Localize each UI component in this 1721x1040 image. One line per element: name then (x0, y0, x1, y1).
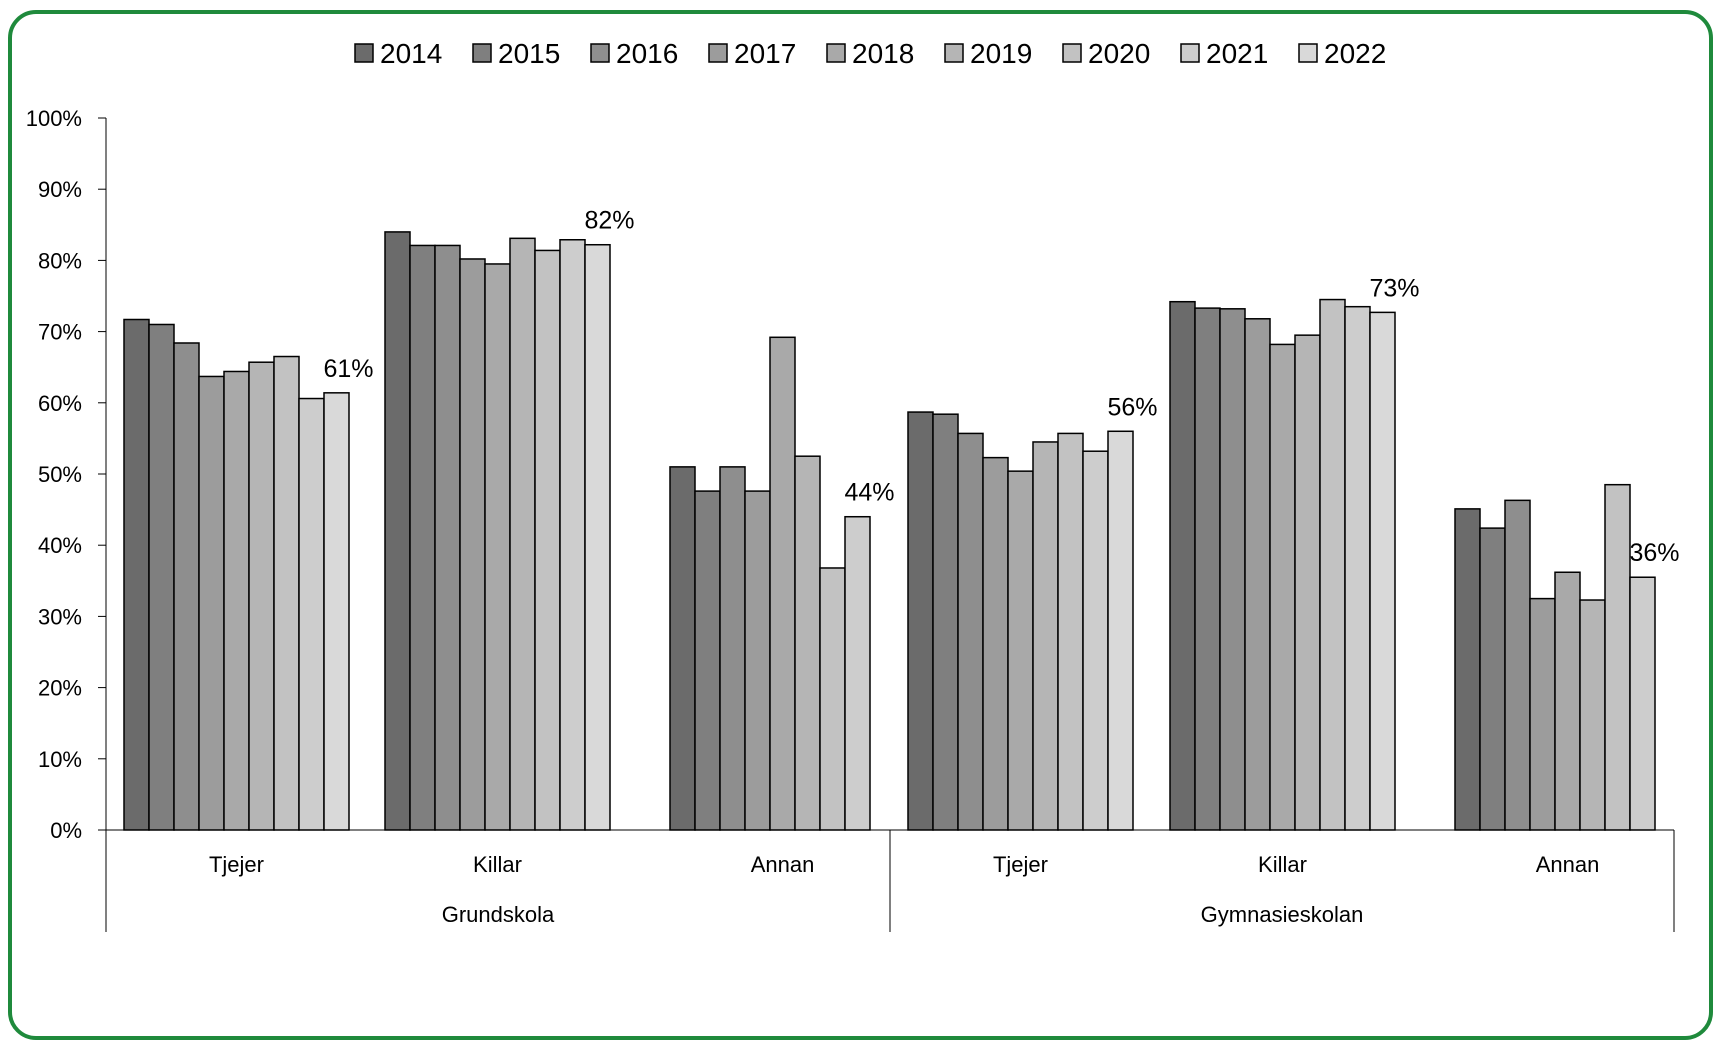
legend-label-2016: 2016 (616, 38, 678, 69)
bar-2018 (1007, 470, 1034, 831)
legend-label-2015: 2015 (498, 38, 560, 69)
bar-2019 (1579, 599, 1606, 831)
bar-2020 (1319, 298, 1346, 831)
legend-label-2017: 2017 (734, 38, 796, 69)
bar-2020 (534, 249, 561, 831)
bar-2018 (769, 336, 796, 831)
legend-swatch-2014 (354, 43, 374, 63)
legend-swatch-2022 (1298, 43, 1318, 63)
bar-2020 (1057, 432, 1084, 831)
bar-2014 (907, 411, 934, 831)
y-tick-label: 80% (38, 248, 82, 273)
bar-2021 (844, 515, 871, 831)
y-tick-label: 70% (38, 320, 82, 345)
legend-label-2014: 2014 (380, 38, 442, 69)
bar-2019 (248, 361, 275, 831)
y-tick-label: 50% (38, 462, 82, 487)
bar-2015 (932, 413, 959, 831)
category-label: Annan (1536, 852, 1600, 877)
bar-2018 (223, 370, 250, 831)
bar-2016 (719, 466, 746, 831)
group-label: Grundskola (442, 902, 555, 927)
bar-2018 (1554, 571, 1581, 831)
category-label: Tjejer (209, 852, 264, 877)
bar-2018 (1269, 343, 1296, 831)
data-label: 36% (1629, 539, 1679, 567)
y-tick-label: 40% (38, 533, 82, 558)
legend-label-2022: 2022 (1324, 38, 1386, 69)
bar-2017 (1529, 597, 1556, 831)
legend-label-2021: 2021 (1206, 38, 1268, 69)
bar-2014 (123, 318, 150, 831)
bar-2018 (484, 263, 511, 831)
y-tick-label: 90% (38, 177, 82, 202)
bar-2015 (1479, 527, 1506, 831)
bar-2020 (819, 567, 846, 831)
y-tick-label: 30% (38, 604, 82, 629)
bar-2016 (1219, 308, 1246, 831)
y-tick-label: 60% (38, 391, 82, 416)
bar-2014 (1454, 508, 1481, 831)
bar-2019 (509, 237, 536, 831)
category-label: Tjejer (993, 852, 1048, 877)
legend-label-2019: 2019 (970, 38, 1032, 69)
category-label: Killar (473, 852, 522, 877)
y-tick-label: 0% (50, 818, 82, 843)
y-tick-label: 20% (38, 676, 82, 701)
bar-2020 (273, 355, 300, 831)
data-label: 61% (323, 355, 373, 383)
bar-2016 (1504, 499, 1531, 831)
bar-2017 (198, 375, 225, 831)
bar-2014 (669, 466, 696, 831)
legend-label-2018: 2018 (852, 38, 914, 69)
legend-swatch-2015 (472, 43, 492, 63)
bar-2020 (1604, 483, 1631, 831)
bar-2022 (323, 392, 350, 831)
bar-2021 (1629, 576, 1656, 831)
bar-2019 (794, 455, 821, 831)
bar-2015 (1194, 307, 1221, 831)
bar-2022 (1369, 311, 1396, 831)
legend-swatch-2020 (1062, 43, 1082, 63)
bar-2017 (1244, 318, 1271, 831)
data-label: 73% (1369, 274, 1419, 302)
bar-2022 (1107, 430, 1134, 831)
bar-2021 (1344, 305, 1371, 831)
data-label: 44% (844, 479, 894, 507)
category-label: Annan (751, 852, 815, 877)
legend-swatch-2019 (944, 43, 964, 63)
bar-2016 (173, 342, 200, 831)
y-tick-label: 10% (38, 747, 82, 772)
data-label: 56% (1107, 393, 1157, 421)
legend-swatch-2021 (1180, 43, 1200, 63)
bar-2014 (384, 231, 411, 831)
legend-swatch-2018 (826, 43, 846, 63)
data-label: 82% (584, 207, 634, 235)
bar-2015 (148, 323, 175, 831)
bar-2022 (584, 243, 611, 831)
bar-2019 (1294, 334, 1321, 831)
group-label: Gymnasieskolan (1201, 902, 1364, 927)
legend-swatch-2017 (708, 43, 728, 63)
y-tick-label: 100% (26, 106, 82, 131)
bar-2015 (409, 244, 436, 831)
bar-2015 (694, 490, 721, 831)
bar-2019 (1032, 441, 1059, 831)
bar-2021 (559, 239, 586, 831)
bar-2021 (1082, 450, 1109, 831)
bar-2017 (744, 490, 771, 831)
bar-2016 (957, 432, 984, 831)
bar-2017 (982, 456, 1009, 831)
bar-2017 (459, 258, 486, 831)
category-label: Killar (1258, 852, 1307, 877)
bar-2016 (434, 244, 461, 831)
legend-label-2020: 2020 (1088, 38, 1150, 69)
legend-swatch-2016 (590, 43, 610, 63)
bar-2021 (298, 397, 325, 831)
bar-2014 (1169, 300, 1196, 831)
